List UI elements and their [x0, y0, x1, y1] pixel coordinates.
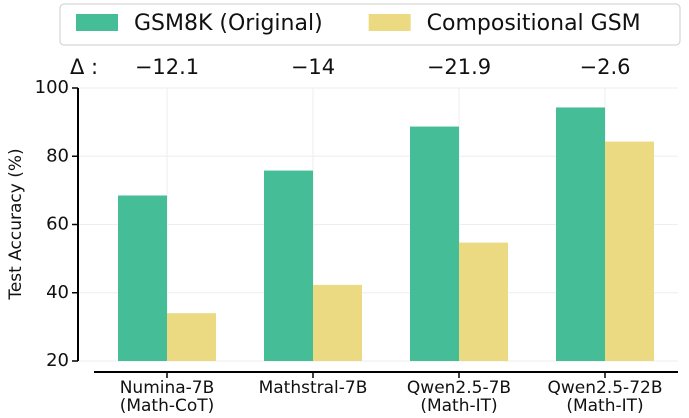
x-tick-label: Mathstral-7B — [259, 378, 368, 398]
legend-swatch — [76, 14, 118, 31]
bar — [605, 141, 654, 361]
y-tick-label: 40 — [46, 282, 69, 303]
bar — [118, 195, 167, 361]
legend-label: Compositional GSM — [427, 11, 641, 36]
annotation: −21.9 — [427, 55, 491, 79]
legend-label: GSM8K (Original) — [134, 11, 323, 36]
y-tick-label: 60 — [46, 214, 69, 235]
x-tick-label: Qwen2.5-7B (Math-IT) — [407, 378, 511, 416]
bar — [459, 242, 508, 361]
y-tick-label: 80 — [46, 145, 69, 166]
legend-swatch — [368, 14, 411, 31]
bar — [264, 170, 313, 361]
x-tick-label: Qwen2.5-72B (Math-IT) — [548, 378, 663, 416]
x-tick-label: Numina-7B (Math-CoT) — [120, 378, 215, 416]
annotation: −12.1 — [135, 55, 199, 79]
annotation: −14 — [291, 55, 335, 79]
annotation: −2.6 — [580, 55, 631, 79]
y-tick-label: 100 — [35, 77, 69, 98]
bar — [556, 107, 605, 361]
bar — [167, 313, 216, 361]
bar — [313, 284, 362, 361]
delta-label: Δ : — [70, 55, 98, 79]
bar — [410, 126, 459, 361]
legend: GSM8K (Original) Compositional GSM — [59, 3, 681, 46]
y-tick-label: 20 — [46, 350, 69, 371]
y-axis-label: Test Accuracy (%) — [6, 148, 26, 300]
